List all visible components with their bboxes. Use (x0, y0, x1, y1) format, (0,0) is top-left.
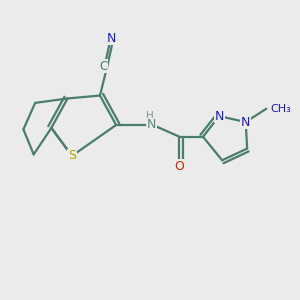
Text: N: N (214, 110, 224, 123)
Text: H: H (146, 111, 154, 121)
Text: N: N (147, 118, 156, 131)
Text: C: C (100, 60, 108, 73)
Text: N: N (107, 32, 116, 45)
Text: N: N (241, 116, 250, 128)
Text: CH₃: CH₃ (271, 104, 292, 114)
Text: O: O (175, 160, 184, 173)
Text: S: S (68, 149, 76, 162)
